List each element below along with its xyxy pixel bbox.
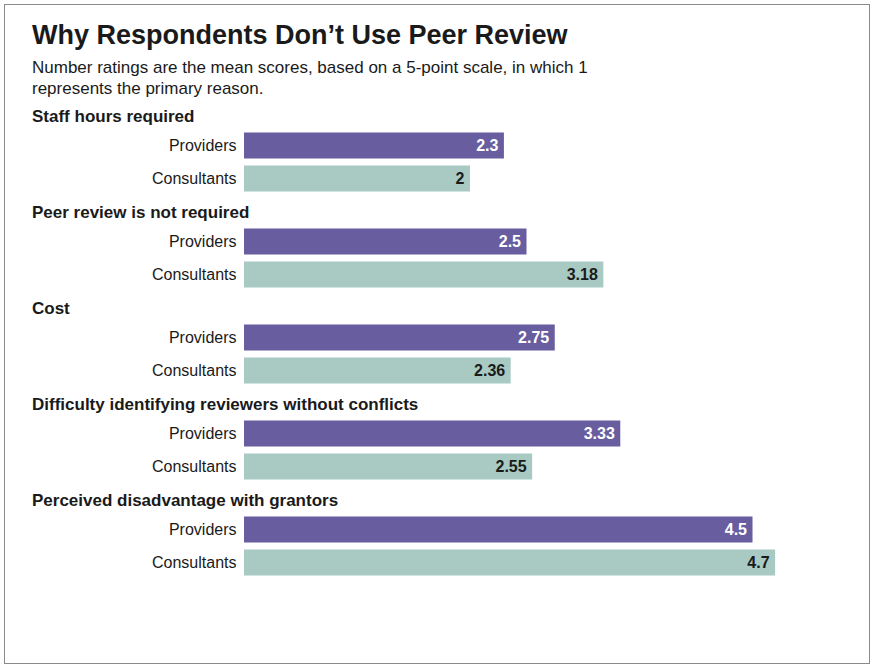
svg-text:Providers: Providers [169, 329, 237, 346]
svg-text:2.36: 2.36 [474, 362, 505, 379]
html-text:Staff hours required: Staff hours required [32, 107, 195, 126]
svg-text:Providers: Providers [169, 233, 237, 250]
svg-text:2.75: 2.75 [518, 329, 549, 346]
svg-text:Providers: Providers [169, 137, 237, 154]
html-text:Perceived disadvantage with gr: Perceived disadvantage with grantors [32, 491, 339, 510]
html-text:Number ratings are the mean sc: Number ratings are the mean scores, base… [32, 58, 588, 98]
svg-text:2.5: 2.5 [499, 233, 521, 250]
svg-text:4.7: 4.7 [747, 554, 769, 571]
svg-text:2.55: 2.55 [496, 458, 527, 475]
svg-text:Consultants: Consultants [152, 362, 237, 379]
svg-text:Consultants: Consultants [152, 554, 237, 571]
svg-text:Providers: Providers [169, 521, 237, 538]
svg-text:3.18: 3.18 [567, 266, 598, 283]
svg-text:Providers: Providers [169, 425, 237, 442]
svg-text:3.33: 3.33 [584, 425, 615, 442]
html-text:Cost: Cost [32, 299, 70, 318]
svg-text:4.5: 4.5 [725, 521, 747, 538]
svg-text:2.3: 2.3 [476, 137, 498, 154]
html-text:Why Respondents Don’t Use Peer: Why Respondents Don’t Use Peer Review [32, 20, 568, 50]
html-text:Difficulty identifying reviewe: Difficulty identifying reviewers without… [32, 395, 419, 414]
svg-text:Consultants: Consultants [152, 266, 237, 283]
svg-text:Consultants: Consultants [152, 170, 237, 187]
html-text:Peer review is not required: Peer review is not required [32, 203, 250, 222]
svg-text:2: 2 [456, 170, 465, 187]
svg-text:Consultants: Consultants [152, 458, 237, 475]
